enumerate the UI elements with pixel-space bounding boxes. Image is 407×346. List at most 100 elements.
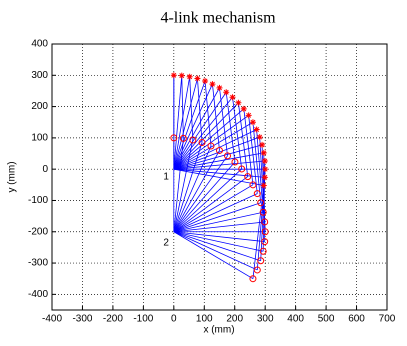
- y-axis-label: y (mm): [7, 161, 18, 192]
- coupler-link: [238, 102, 249, 177]
- crank-marker: [178, 72, 185, 79]
- x-tick-label: 200: [226, 314, 243, 325]
- crank-link: [173, 76, 191, 170]
- y-tick-label: 300: [31, 70, 48, 81]
- x-tick-label: 400: [287, 314, 304, 325]
- joint-marker: [253, 190, 261, 198]
- joint-marker: [179, 134, 187, 142]
- x-tick-label: 300: [257, 314, 274, 325]
- y-tick-label: 400: [31, 39, 48, 50]
- joint-marker: [224, 152, 232, 160]
- crank-marker: [209, 81, 216, 88]
- coupler-link: [243, 108, 254, 185]
- y-tick-label: 100: [31, 133, 48, 144]
- joint-marker: [257, 257, 265, 265]
- x-tick-label: -100: [133, 314, 153, 325]
- coupler-link: [252, 185, 265, 279]
- x-tick-label: -400: [42, 314, 62, 325]
- x-tick-label: 100: [196, 314, 213, 325]
- crank-link: [173, 108, 245, 170]
- coupler-link: [204, 80, 212, 147]
- joint-marker: [216, 146, 223, 154]
- coupler-link: [225, 92, 236, 163]
- crank-link: [173, 160, 265, 170]
- crank-link: [173, 129, 257, 170]
- joint-marker: [238, 165, 246, 173]
- joint-marker: [257, 199, 265, 207]
- joint-marker: [207, 142, 215, 150]
- y-tick-label: -100: [28, 195, 48, 206]
- crank-marker: [260, 182, 267, 189]
- x-tick-label: 500: [318, 314, 335, 325]
- joint-marker: [231, 158, 239, 166]
- rocker-link: [173, 231, 265, 242]
- y-tick-label: 200: [31, 101, 48, 112]
- crank-marker: [170, 72, 177, 79]
- rocker-link: [173, 202, 261, 233]
- rocker-link: [173, 231, 261, 262]
- crank-marker: [249, 119, 256, 126]
- crank-link: [173, 102, 239, 170]
- joint-marker: [244, 173, 252, 181]
- rocker-link: [173, 211, 264, 233]
- rocker-link: [173, 150, 220, 232]
- plot-frame: [51, 43, 388, 311]
- coupler-link: [256, 177, 266, 270]
- rocker-link: [173, 155, 228, 232]
- x-tick-label: 0: [171, 314, 177, 325]
- crank-link: [173, 87, 220, 170]
- joint-marker: [253, 266, 261, 274]
- crank-marker: [202, 77, 209, 84]
- rocker-link: [173, 231, 258, 271]
- joint-marker: [259, 208, 267, 216]
- crank-marker: [194, 75, 201, 82]
- crank-link: [173, 136, 260, 170]
- coupler-link: [197, 78, 203, 143]
- crank-marker: [259, 141, 266, 148]
- crank-link: [173, 92, 227, 170]
- rocker-link: [173, 176, 248, 233]
- rocker-link: [173, 221, 265, 233]
- rocker-link: [173, 142, 203, 232]
- y-tick-label: -200: [28, 226, 48, 237]
- joint-marker: [249, 275, 257, 283]
- crank-marker: [245, 112, 252, 119]
- crank-link: [173, 144, 263, 170]
- crank-link: [173, 152, 264, 170]
- crank-marker: [240, 105, 247, 112]
- crank-link: [173, 83, 213, 170]
- crank-marker: [261, 174, 268, 181]
- joint-marker: [261, 238, 269, 246]
- crank-link: [173, 75, 183, 170]
- joint-marker: [189, 136, 197, 144]
- x-axis-label: x (mm): [203, 325, 234, 336]
- chart-title: 4-link mechanism: [160, 10, 276, 27]
- joint-marker: [261, 218, 269, 226]
- coupler-link: [181, 75, 184, 139]
- coupler-link: [252, 122, 262, 203]
- crank-marker: [253, 126, 260, 133]
- rocker-link: [173, 138, 184, 232]
- x-tick-label: 600: [348, 314, 365, 325]
- joint-marker: [249, 181, 257, 189]
- pivot-label: 1: [163, 172, 169, 183]
- pivot-label: 2: [163, 237, 169, 248]
- rocker-link: [173, 193, 258, 233]
- joint-marker: [170, 134, 178, 142]
- crank-marker: [186, 73, 193, 80]
- crank-link: [173, 80, 206, 170]
- crank-marker: [260, 149, 267, 156]
- crank-link: [173, 121, 254, 170]
- crank-marker: [223, 89, 230, 96]
- joint-marker: [259, 247, 267, 255]
- crank-marker: [229, 94, 236, 101]
- x-tick-label: -300: [72, 314, 92, 325]
- joint-marker: [198, 138, 206, 146]
- y-tick-label: 0: [42, 164, 48, 175]
- crank-link: [173, 168, 264, 186]
- crank-marker: [256, 134, 263, 141]
- x-tick-label: 700: [379, 314, 396, 325]
- joint-marker: [261, 228, 269, 236]
- crank-marker: [216, 84, 223, 91]
